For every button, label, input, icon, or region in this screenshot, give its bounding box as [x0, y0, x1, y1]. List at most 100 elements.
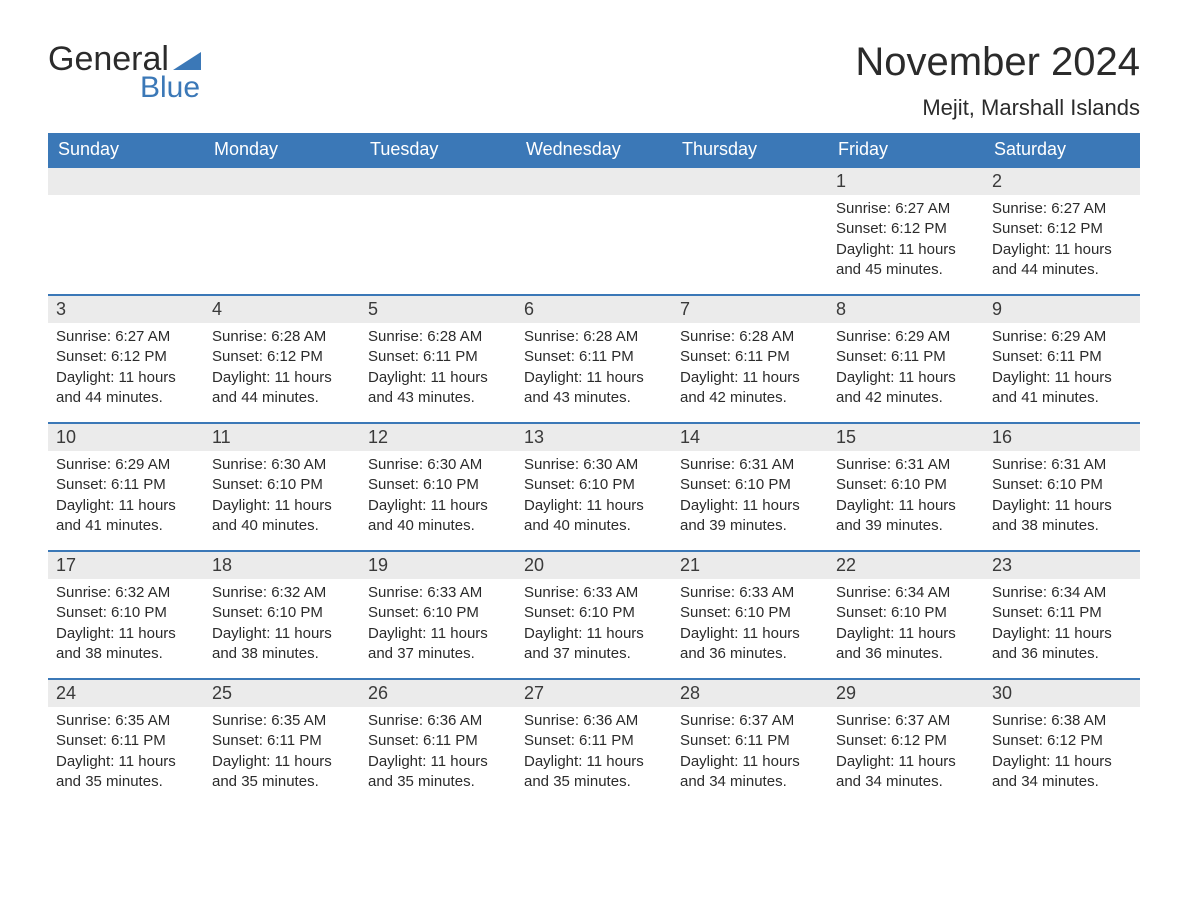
day-body: Sunrise: 6:29 AMSunset: 6:11 PMDaylight:… — [828, 323, 984, 416]
sunset-line: Sunset: 6:12 PM — [992, 731, 1132, 751]
day-body: Sunrise: 6:27 AMSunset: 6:12 PMDaylight:… — [828, 195, 984, 288]
day-number: 18 — [204, 552, 360, 579]
day-number: 10 — [48, 424, 204, 451]
weekday-header: Thursday — [672, 133, 828, 166]
day-number: 26 — [360, 680, 516, 707]
sunset-line: Sunset: 6:11 PM — [524, 347, 664, 367]
day-cell: 15Sunrise: 6:31 AMSunset: 6:10 PMDayligh… — [828, 424, 984, 550]
daylight-line: and 35 minutes. — [368, 772, 508, 792]
day-body: Sunrise: 6:28 AMSunset: 6:11 PMDaylight:… — [672, 323, 828, 416]
sunset-line: Sunset: 6:12 PM — [212, 347, 352, 367]
day-number: 6 — [516, 296, 672, 323]
day-cell: 9Sunrise: 6:29 AMSunset: 6:11 PMDaylight… — [984, 296, 1140, 422]
day-number: 3 — [48, 296, 204, 323]
sunrise-line: Sunrise: 6:27 AM — [992, 199, 1132, 219]
sunrise-line: Sunrise: 6:33 AM — [368, 583, 508, 603]
day-body: Sunrise: 6:37 AMSunset: 6:12 PMDaylight:… — [828, 707, 984, 800]
sunset-line: Sunset: 6:10 PM — [836, 475, 976, 495]
day-cell: 2Sunrise: 6:27 AMSunset: 6:12 PMDaylight… — [984, 168, 1140, 294]
day-number: 11 — [204, 424, 360, 451]
sunrise-line: Sunrise: 6:35 AM — [212, 711, 352, 731]
sunrise-line: Sunrise: 6:31 AM — [680, 455, 820, 475]
daylight-line: Daylight: 11 hours — [992, 752, 1132, 772]
daylight-line: and 37 minutes. — [524, 644, 664, 664]
week-row: 10Sunrise: 6:29 AMSunset: 6:11 PMDayligh… — [48, 422, 1140, 550]
daylight-line: and 45 minutes. — [836, 260, 976, 280]
day-number: 8 — [828, 296, 984, 323]
day-cell: 14Sunrise: 6:31 AMSunset: 6:10 PMDayligh… — [672, 424, 828, 550]
day-body: Sunrise: 6:35 AMSunset: 6:11 PMDaylight:… — [204, 707, 360, 800]
calendar: Sunday Monday Tuesday Wednesday Thursday… — [48, 133, 1140, 806]
weekday-header: Friday — [828, 133, 984, 166]
weekday-header-row: Sunday Monday Tuesday Wednesday Thursday… — [48, 133, 1140, 166]
empty-day-cell — [48, 168, 204, 294]
weekday-header: Saturday — [984, 133, 1140, 166]
sunset-line: Sunset: 6:11 PM — [524, 731, 664, 751]
daylight-line: and 38 minutes. — [992, 516, 1132, 536]
sunrise-line: Sunrise: 6:36 AM — [368, 711, 508, 731]
day-cell: 21Sunrise: 6:33 AMSunset: 6:10 PMDayligh… — [672, 552, 828, 678]
daylight-line: Daylight: 11 hours — [836, 752, 976, 772]
day-body: Sunrise: 6:29 AMSunset: 6:11 PMDaylight:… — [48, 451, 204, 544]
day-body: Sunrise: 6:38 AMSunset: 6:12 PMDaylight:… — [984, 707, 1140, 800]
sunset-line: Sunset: 6:10 PM — [680, 475, 820, 495]
daylight-line: Daylight: 11 hours — [56, 368, 196, 388]
day-cell: 17Sunrise: 6:32 AMSunset: 6:10 PMDayligh… — [48, 552, 204, 678]
sunset-line: Sunset: 6:10 PM — [836, 603, 976, 623]
sunrise-line: Sunrise: 6:30 AM — [524, 455, 664, 475]
day-body: Sunrise: 6:32 AMSunset: 6:10 PMDaylight:… — [48, 579, 204, 672]
sunrise-line: Sunrise: 6:34 AM — [992, 583, 1132, 603]
daylight-line: and 43 minutes. — [524, 388, 664, 408]
week-row: 17Sunrise: 6:32 AMSunset: 6:10 PMDayligh… — [48, 550, 1140, 678]
day-body: Sunrise: 6:33 AMSunset: 6:10 PMDaylight:… — [672, 579, 828, 672]
sunset-line: Sunset: 6:11 PM — [992, 347, 1132, 367]
daylight-line: and 36 minutes. — [836, 644, 976, 664]
daylight-line: Daylight: 11 hours — [992, 624, 1132, 644]
empty-daynum-bar — [48, 168, 204, 195]
sunrise-line: Sunrise: 6:37 AM — [680, 711, 820, 731]
day-body: Sunrise: 6:30 AMSunset: 6:10 PMDaylight:… — [516, 451, 672, 544]
sunset-line: Sunset: 6:11 PM — [992, 603, 1132, 623]
sunrise-line: Sunrise: 6:33 AM — [680, 583, 820, 603]
daylight-line: Daylight: 11 hours — [524, 496, 664, 516]
day-body: Sunrise: 6:33 AMSunset: 6:10 PMDaylight:… — [516, 579, 672, 672]
daylight-line: and 39 minutes. — [836, 516, 976, 536]
day-number: 17 — [48, 552, 204, 579]
sunset-line: Sunset: 6:10 PM — [212, 603, 352, 623]
day-body: Sunrise: 6:36 AMSunset: 6:11 PMDaylight:… — [516, 707, 672, 800]
sunset-line: Sunset: 6:10 PM — [524, 475, 664, 495]
weekday-header: Wednesday — [516, 133, 672, 166]
day-number: 19 — [360, 552, 516, 579]
daylight-line: and 43 minutes. — [368, 388, 508, 408]
daylight-line: Daylight: 11 hours — [212, 752, 352, 772]
header: General Blue November 2024 Mejit, Marsha… — [48, 40, 1140, 121]
sunset-line: Sunset: 6:12 PM — [992, 219, 1132, 239]
day-body: Sunrise: 6:37 AMSunset: 6:11 PMDaylight:… — [672, 707, 828, 800]
sunrise-line: Sunrise: 6:29 AM — [56, 455, 196, 475]
daylight-line: Daylight: 11 hours — [680, 624, 820, 644]
day-cell: 16Sunrise: 6:31 AMSunset: 6:10 PMDayligh… — [984, 424, 1140, 550]
daylight-line: Daylight: 11 hours — [212, 368, 352, 388]
day-cell: 13Sunrise: 6:30 AMSunset: 6:10 PMDayligh… — [516, 424, 672, 550]
day-cell: 8Sunrise: 6:29 AMSunset: 6:11 PMDaylight… — [828, 296, 984, 422]
sunrise-line: Sunrise: 6:29 AM — [836, 327, 976, 347]
day-body: Sunrise: 6:34 AMSunset: 6:10 PMDaylight:… — [828, 579, 984, 672]
daylight-line: and 36 minutes. — [992, 644, 1132, 664]
day-number: 14 — [672, 424, 828, 451]
daylight-line: and 42 minutes. — [680, 388, 820, 408]
day-number: 22 — [828, 552, 984, 579]
sunrise-line: Sunrise: 6:36 AM — [524, 711, 664, 731]
day-number: 25 — [204, 680, 360, 707]
day-body: Sunrise: 6:32 AMSunset: 6:10 PMDaylight:… — [204, 579, 360, 672]
sunset-line: Sunset: 6:11 PM — [212, 731, 352, 751]
day-number: 21 — [672, 552, 828, 579]
weekday-header: Monday — [204, 133, 360, 166]
day-number: 4 — [204, 296, 360, 323]
sunset-line: Sunset: 6:10 PM — [680, 603, 820, 623]
sunrise-line: Sunrise: 6:27 AM — [836, 199, 976, 219]
empty-day-cell — [360, 168, 516, 294]
daylight-line: Daylight: 11 hours — [524, 368, 664, 388]
day-number: 7 — [672, 296, 828, 323]
month-title: November 2024 — [855, 40, 1140, 85]
sunrise-line: Sunrise: 6:31 AM — [992, 455, 1132, 475]
